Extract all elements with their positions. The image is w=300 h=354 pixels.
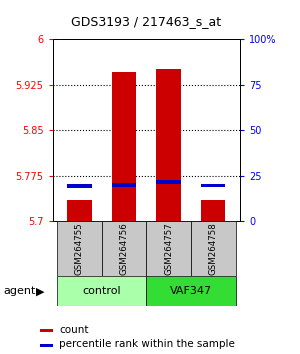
Text: ▶: ▶ — [36, 286, 45, 296]
Bar — [201, 200, 226, 221]
Bar — [156, 69, 181, 221]
Text: VAF347: VAF347 — [170, 286, 212, 296]
Text: GSM264755: GSM264755 — [75, 222, 84, 275]
Bar — [156, 180, 181, 184]
Bar — [201, 184, 226, 187]
Bar — [57, 276, 146, 306]
Bar — [57, 221, 102, 276]
Text: count: count — [59, 325, 89, 335]
Text: GSM264758: GSM264758 — [209, 222, 218, 275]
Bar — [40, 329, 53, 332]
Bar — [191, 221, 236, 276]
Bar — [112, 72, 136, 221]
Bar — [146, 221, 191, 276]
Text: GDS3193 / 217463_s_at: GDS3193 / 217463_s_at — [71, 15, 221, 28]
Bar — [146, 276, 236, 306]
Bar — [112, 183, 136, 187]
Bar — [40, 344, 53, 347]
Text: agent: agent — [3, 286, 35, 296]
Text: percentile rank within the sample: percentile rank within the sample — [59, 339, 235, 349]
Text: GSM264756: GSM264756 — [119, 222, 128, 275]
Bar — [67, 184, 92, 188]
Bar — [67, 200, 92, 221]
Text: GSM264757: GSM264757 — [164, 222, 173, 275]
Text: control: control — [82, 286, 121, 296]
Bar — [102, 221, 146, 276]
